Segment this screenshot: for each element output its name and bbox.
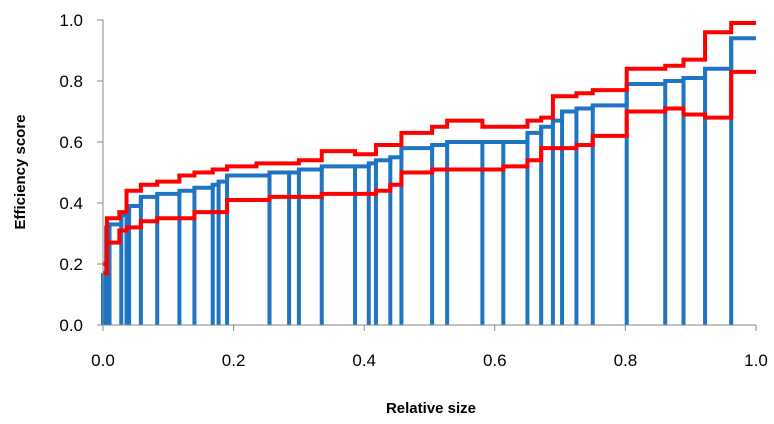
step-lines	[103, 21, 756, 276]
x-tick-label-3: 0.6	[483, 351, 507, 370]
red-step-line-2	[103, 69, 756, 276]
x-tick-label-4: 0.8	[614, 351, 638, 370]
blue-step-line-0	[103, 36, 756, 276]
y-tick-label-0: 0.0	[59, 316, 83, 335]
axes	[97, 19, 757, 331]
x-tick-label-0: 0.0	[91, 351, 115, 370]
y-tick-label-1: 0.2	[59, 255, 83, 274]
y-tick-label-5: 1.0	[59, 11, 83, 30]
x-tick-label-1: 0.2	[222, 351, 246, 370]
x-axis-title: Relative size	[386, 400, 476, 417]
y-tick-label-3: 0.6	[59, 133, 83, 152]
y-tick-label-2: 0.4	[59, 194, 83, 213]
tick-labels: 0.0 0.2 0.4 0.6 0.8 1.0 0.0 0.2 0.4 0.6 0.8 1.0	[59, 11, 767, 370]
y-tick-label-4: 0.8	[59, 72, 83, 91]
red-step-line-1	[103, 21, 756, 266]
x-tick-label-2: 0.4	[352, 351, 376, 370]
blue-vertical-bars	[101, 38, 734, 325]
y-axis-title: Efficiency score	[12, 114, 29, 229]
x-tick-label-5: 1.0	[744, 351, 768, 370]
